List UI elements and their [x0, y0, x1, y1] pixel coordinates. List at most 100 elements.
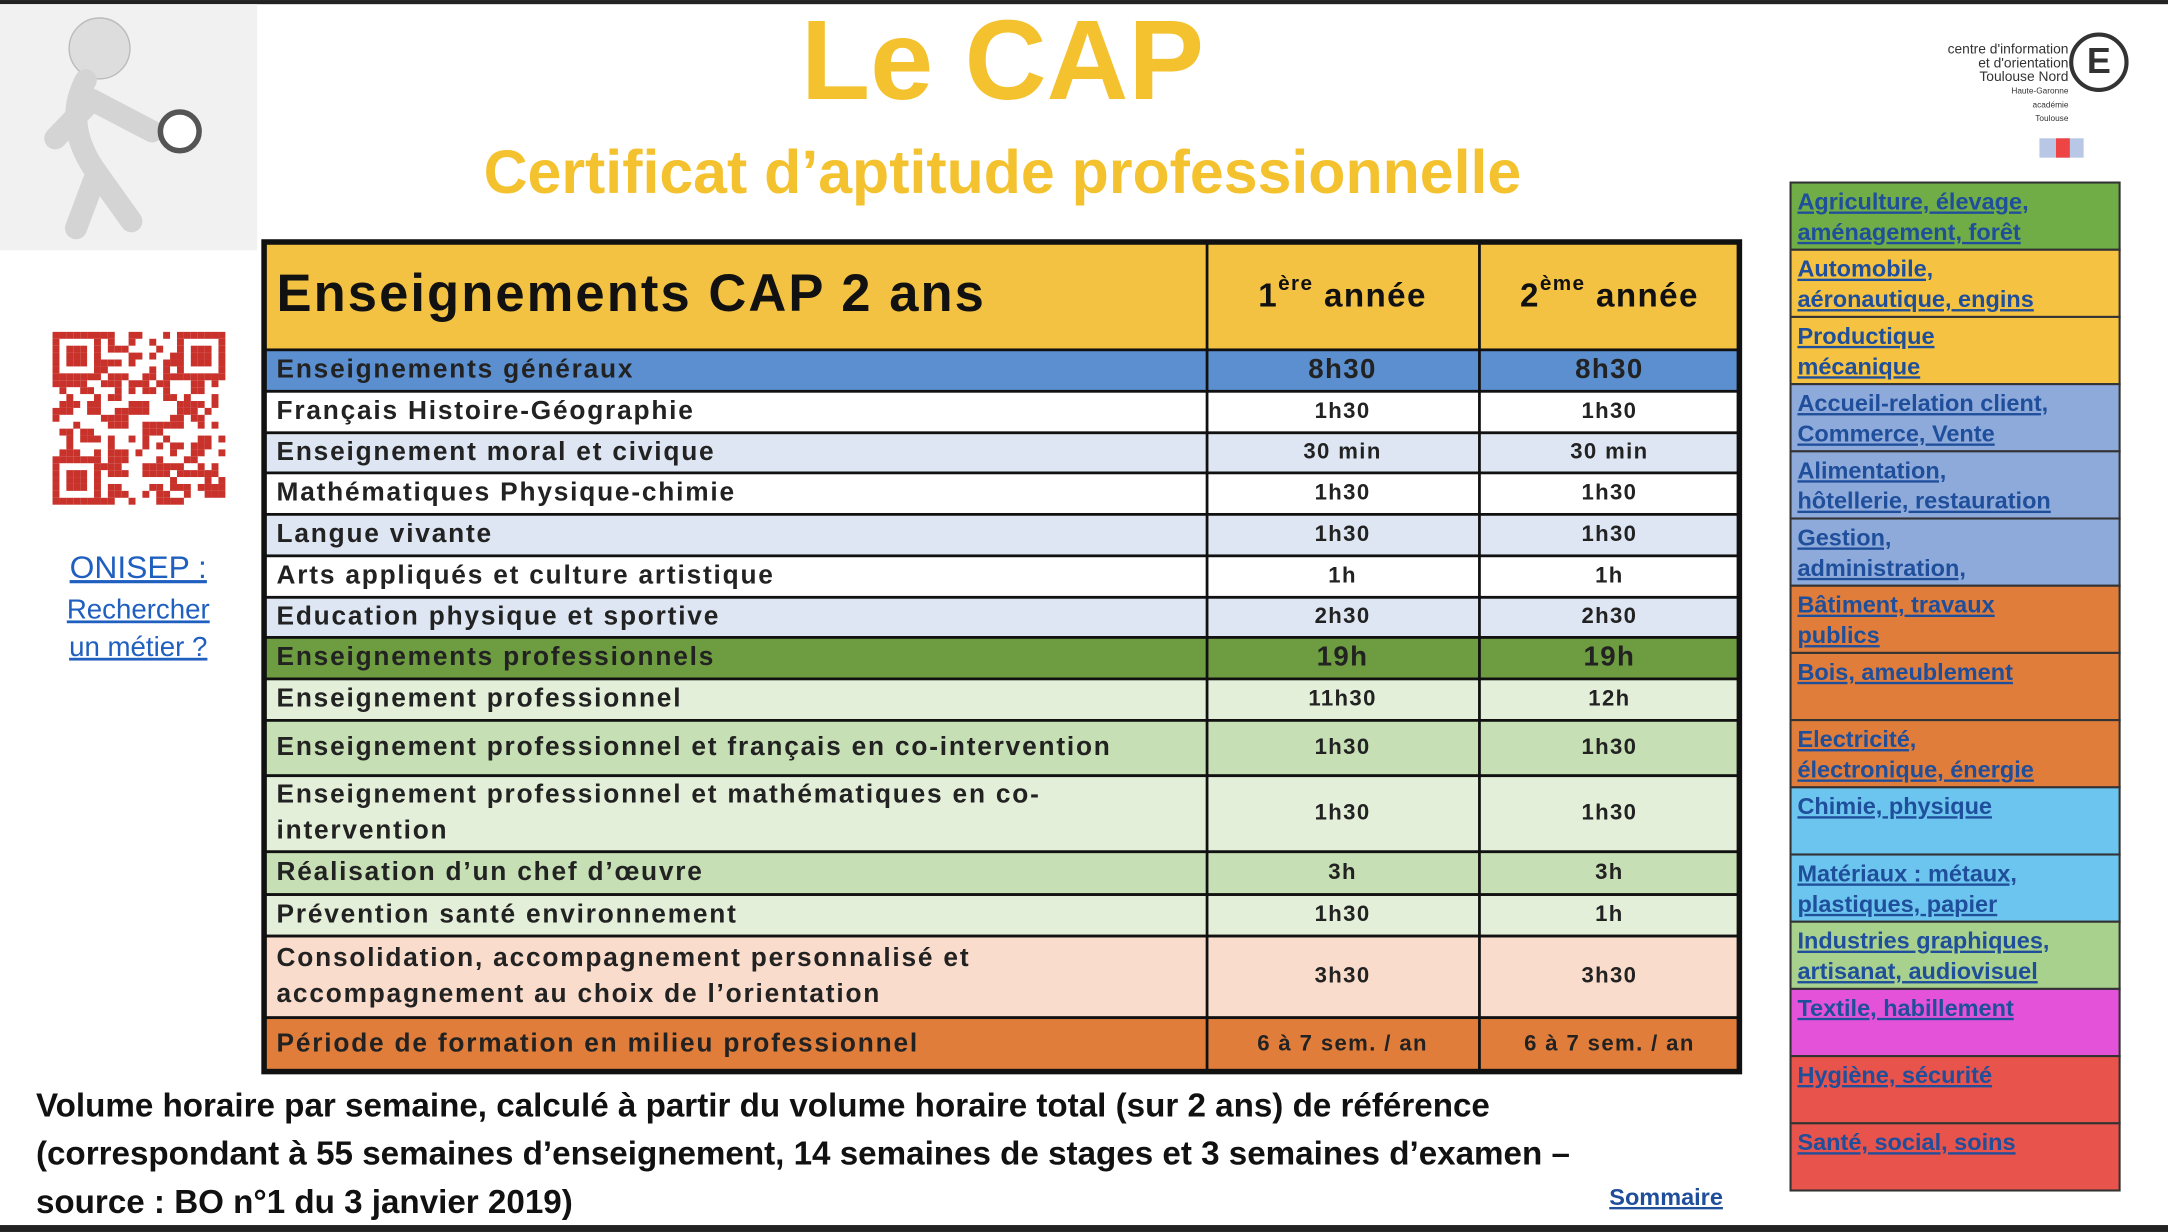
- sector-box[interactable]: [1789, 651, 2121, 722]
- row-label: Enseignements professionnels: [277, 641, 716, 671]
- cell-value: 30 min: [1303, 439, 1381, 464]
- row-label: Français Histoire-Géographie: [277, 395, 695, 425]
- cell-value: 3h: [1595, 859, 1624, 884]
- row-label: Enseignement professionnel et français e…: [277, 731, 1112, 761]
- cell-value: 1h30: [1581, 800, 1637, 825]
- onisep-link[interactable]: Rechercher: [67, 593, 210, 624]
- cell-value: 6 à 7 sem. / an: [1524, 1030, 1695, 1055]
- cell-value: 3h: [1328, 859, 1357, 884]
- sector-link[interactable]: Productique: [1797, 323, 1934, 349]
- sector-link[interactable]: Textile, habillement: [1797, 995, 2014, 1021]
- top-border: [0, 0, 2168, 5]
- onisep-link[interactable]: ONISEP :: [70, 549, 207, 585]
- row-label: Réalisation d’un chef d’œuvre: [277, 856, 704, 886]
- row-label: Prévention santé environnement: [277, 898, 738, 928]
- sector-link[interactable]: Industries graphiques,: [1797, 928, 2049, 954]
- onisep-link[interactable]: un métier ?: [69, 631, 207, 662]
- cell-value: 1h: [1595, 901, 1624, 926]
- row-label: Enseignement professionnel et mathématiq…: [277, 779, 1041, 809]
- sector-link[interactable]: hôtellerie, restauration: [1797, 488, 2050, 514]
- sector-link[interactable]: aménagement, forêt: [1797, 219, 2020, 245]
- header-part: ème: [1540, 272, 1586, 295]
- header-cell: 2ème année: [1520, 272, 1699, 314]
- sommaire-link[interactable]: Sommaire: [1609, 1184, 1723, 1210]
- sector-link[interactable]: Alimentation,: [1797, 457, 1946, 483]
- row-label: Enseignement moral et civique: [277, 436, 716, 466]
- cell-value: 30 min: [1570, 439, 1648, 464]
- sector-link[interactable]: publics: [1797, 622, 1879, 648]
- sector-link[interactable]: Automobile,: [1797, 256, 1933, 282]
- sector-box[interactable]: [1789, 181, 2121, 251]
- cell-value: 1h30: [1581, 521, 1637, 546]
- cell-value: 19h: [1317, 640, 1369, 671]
- sector-link[interactable]: Gestion,: [1797, 524, 1891, 550]
- sector-link[interactable]: Santé, social, soins: [1797, 1129, 2015, 1155]
- row-label: Arts appliqués et culture artistique: [277, 560, 775, 590]
- cio-logo: E: [2039, 32, 2129, 158]
- logo-text: Toulouse: [2035, 113, 2069, 123]
- sector-box[interactable]: [1789, 383, 2121, 453]
- sector-link[interactable]: électronique, énergie: [1797, 756, 2033, 782]
- header-cell: 1ère année: [1258, 272, 1427, 314]
- sector-link[interactable]: Bois, ameublement: [1797, 659, 2013, 685]
- sector-link[interactable]: Bâtiment, travaux: [1797, 592, 1994, 618]
- logo-text: centre d'information: [1948, 40, 2069, 56]
- footer-note: (correspondant à 55 semaines d’enseignem…: [36, 1136, 1570, 1173]
- sector-link[interactable]: mécanique: [1797, 353, 1920, 379]
- sector-link[interactable]: artisanat, audiovisuel: [1797, 958, 2037, 984]
- svg-text:E: E: [2087, 40, 2111, 81]
- row-label: intervention: [277, 815, 449, 845]
- page-subtitle: Certificat d’aptitude professionnelle: [484, 138, 1522, 206]
- row-label: Consolidation, accompagnement personnali…: [277, 942, 971, 972]
- table-row: [262, 719, 1741, 778]
- sector-box[interactable]: [1789, 853, 2121, 923]
- sector-link[interactable]: Electricité,: [1797, 726, 1916, 752]
- cell-value: 1h30: [1315, 521, 1371, 546]
- header-part: ère: [1278, 272, 1313, 295]
- sector-box[interactable]: [1789, 517, 2121, 587]
- cell-value: 3h30: [1581, 963, 1637, 988]
- table-row: [262, 1016, 1741, 1073]
- logo-text: académie: [2033, 99, 2069, 109]
- cell-value: 11h30: [1308, 685, 1376, 710]
- cell-value: 1h: [1328, 562, 1357, 587]
- cell-value: 19h: [1584, 640, 1636, 671]
- footer-note: Volume horaire par semaine, calculé à pa…: [36, 1087, 1490, 1124]
- sector-link[interactable]: administration,: [1797, 555, 1965, 581]
- sector-link[interactable]: Hygiène, sécurité: [1797, 1062, 1992, 1088]
- row-label: Période de formation en milieu professio…: [277, 1028, 919, 1058]
- cell-value: 6 à 7 sem. / an: [1257, 1030, 1428, 1055]
- logo-text: Haute-Garonne: [2011, 85, 2068, 95]
- sector-box[interactable]: [1789, 1055, 2121, 1125]
- sector-link[interactable]: plastiques, papier: [1797, 891, 1997, 917]
- cell-value: 8h30: [1575, 353, 1644, 384]
- cell-value: 1h30: [1315, 800, 1371, 825]
- row-label: accompagnement au choix de l’orientation: [277, 978, 882, 1008]
- row-label: Enseignement professionnel: [277, 683, 683, 713]
- table-row: [262, 636, 1741, 681]
- sector-box[interactable]: [1789, 719, 2121, 789]
- sector-box[interactable]: [1789, 1122, 2121, 1192]
- table-row: [262, 850, 1741, 896]
- sector-box[interactable]: [1789, 315, 2121, 386]
- sector-link[interactable]: Matériaux : métaux,: [1797, 860, 2016, 886]
- sector-box[interactable]: [1789, 786, 2121, 856]
- figure-illustration: [0, 4, 258, 251]
- sector-box[interactable]: [1789, 248, 2121, 318]
- cell-value: 1h30: [1581, 734, 1637, 759]
- header-part: année: [1313, 277, 1426, 314]
- cell-value: 2h30: [1581, 603, 1637, 628]
- sector-box[interactable]: [1789, 584, 2121, 654]
- table-border: [261, 239, 1743, 1075]
- row-label: Mathématiques Physique-chimie: [277, 477, 736, 507]
- sector-box[interactable]: [1789, 987, 2121, 1058]
- sector-link[interactable]: Accueil-relation client,: [1797, 390, 2048, 416]
- sector-link[interactable]: aéronautique, engins: [1797, 286, 2033, 312]
- sector-link[interactable]: Commerce, Vente: [1797, 420, 1994, 446]
- table-row: [262, 774, 1741, 854]
- table-header: [264, 241, 1740, 350]
- header-cell: Enseignements CAP 2 ans: [277, 264, 986, 323]
- sector-link[interactable]: Chimie, physique: [1797, 793, 1992, 819]
- sector-link[interactable]: Agriculture, élevage,: [1797, 188, 2028, 214]
- cell-value: 1h30: [1315, 398, 1371, 423]
